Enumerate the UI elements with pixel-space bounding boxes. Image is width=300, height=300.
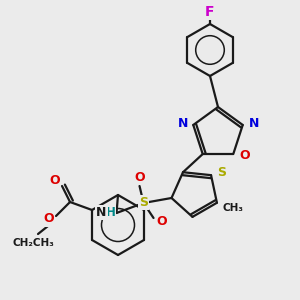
Text: F: F	[205, 5, 215, 19]
Text: N: N	[248, 118, 259, 130]
Text: O: O	[239, 148, 250, 161]
Text: H: H	[106, 206, 116, 220]
Text: N: N	[96, 206, 107, 220]
Text: O: O	[50, 175, 60, 188]
Text: O: O	[156, 215, 167, 229]
Text: N: N	[178, 118, 188, 130]
Text: CH₃: CH₃	[222, 203, 243, 213]
Text: S: S	[139, 196, 148, 209]
Text: CH₂CH₃: CH₂CH₃	[12, 238, 54, 248]
Text: O: O	[44, 212, 54, 226]
Text: S: S	[218, 166, 226, 179]
Text: O: O	[134, 172, 145, 184]
